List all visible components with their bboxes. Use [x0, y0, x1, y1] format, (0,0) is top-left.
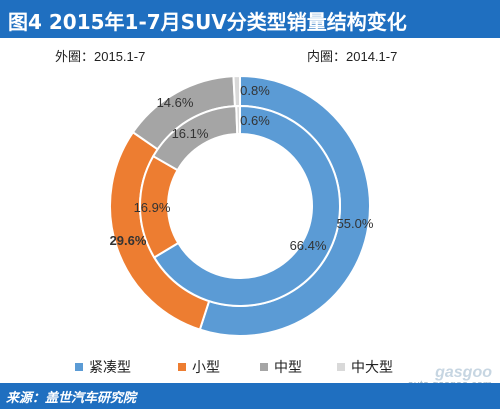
legend-item-3: 中型	[260, 357, 302, 377]
outer-data-label-3: 14.6%	[157, 95, 194, 110]
source-note: 来源：盖世汽车研究院	[6, 391, 137, 406]
legend-swatch-2	[178, 363, 186, 371]
inner-data-label-2: 16.9%	[134, 200, 171, 215]
chart-legend: 紧凑型 小型 中型 中大型	[75, 357, 435, 377]
legend-label-2: 小型	[192, 360, 220, 376]
inner-ring-slice-1	[152, 104, 341, 307]
legend-label-4: 中大型	[351, 360, 393, 376]
legend-swatch-1	[75, 363, 83, 371]
chart-title: 图4 2015年1-7月SUV分类型销量结构变化	[8, 10, 407, 34]
inner-ring-slice-4	[235, 104, 241, 136]
legend-swatch-3	[260, 363, 268, 371]
inner-ring-caption: 内圈：2014.1-7	[307, 49, 398, 64]
outer-ring-caption: 外圈：2015.1-7	[55, 49, 146, 64]
watermark-brand: gasgoo	[435, 364, 492, 381]
outer-data-label-4: 0.8%	[240, 83, 270, 98]
inner-data-label-3: 16.1%	[172, 126, 209, 141]
source-bar: 来源：盖世汽车研究院	[0, 383, 500, 409]
outer-ring-slice-4	[232, 74, 241, 108]
outer-data-label-1: 55.0%	[337, 216, 374, 231]
legend-label-3: 中型	[274, 360, 302, 376]
legend-label-1: 紧凑型	[89, 360, 131, 376]
legend-item-4: 中大型	[337, 357, 393, 377]
legend-swatch-4	[337, 363, 345, 371]
legend-item-1: 紧凑型	[75, 357, 131, 377]
legend-item-2: 小型	[178, 357, 220, 377]
outer-data-label-2: 29.6%	[110, 233, 147, 248]
inner-data-label-4: 0.6%	[240, 113, 270, 128]
title-bar: 图4 2015年1-7月SUV分类型销量结构变化	[0, 0, 500, 38]
inner-data-label-1: 66.4%	[290, 238, 327, 253]
